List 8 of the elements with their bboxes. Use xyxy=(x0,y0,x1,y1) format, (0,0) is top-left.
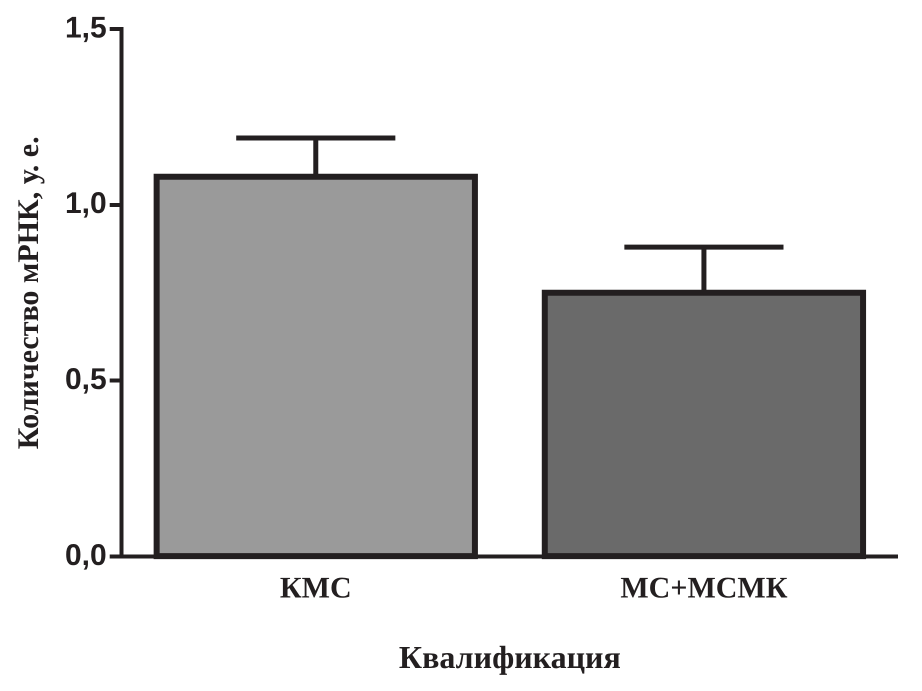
x-tick-label: МС+МСМК xyxy=(620,571,788,604)
y-tick-label: 1,5 xyxy=(64,11,107,44)
x-axis-title: Квалификация xyxy=(398,639,621,676)
y-axis-title: Количество мРНК, у. е. xyxy=(12,136,45,450)
y-tick-label: 0,5 xyxy=(64,363,107,396)
y-tick-label: 1,0 xyxy=(64,187,107,220)
x-tick-label: КМС xyxy=(280,571,352,604)
y-tick-label: 0,0 xyxy=(64,538,107,572)
